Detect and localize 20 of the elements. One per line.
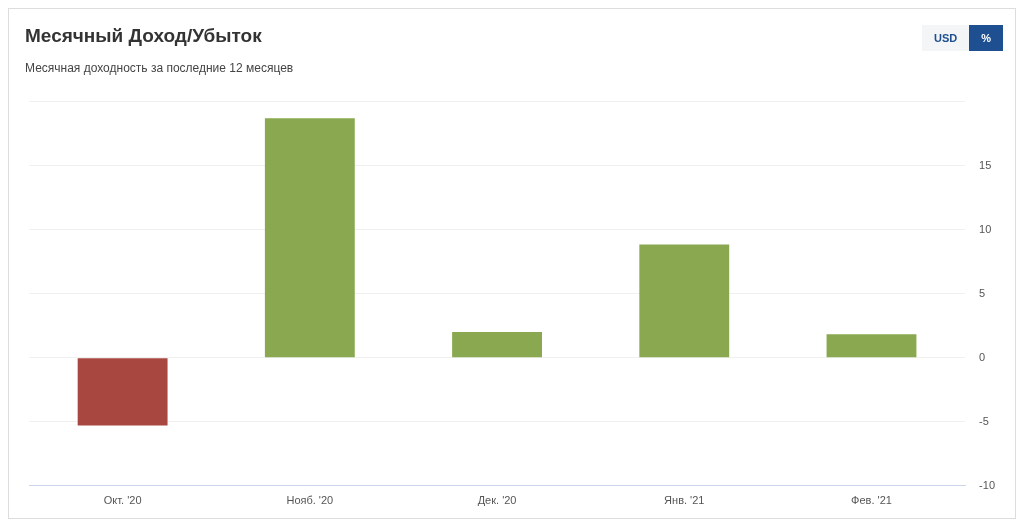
x-tick-label: Окт. '20	[103, 494, 142, 507]
chart-subtitle: Месячная доходность за последние 12 месяцев	[25, 61, 294, 75]
y-tick-label: -10	[979, 478, 996, 491]
x-tick-label: Нояб. '20	[286, 494, 334, 507]
y-tick-label: 15	[979, 158, 992, 171]
x-tick-label: Дек. '20	[477, 494, 517, 507]
bar	[452, 332, 542, 358]
bar	[826, 334, 917, 358]
y-tick-label: 10	[979, 222, 992, 235]
x-tick-label: Фев. '21	[851, 494, 892, 507]
y-tick-label: 5	[979, 286, 986, 299]
bar	[77, 358, 168, 426]
x-tick-label: Янв. '21	[664, 494, 705, 507]
chart-title: Месячный Доход/Убыток	[25, 25, 262, 47]
y-tick-label: -5	[979, 414, 989, 427]
text: USD	[921, 25, 970, 51]
text: %	[969, 25, 1003, 51]
y-tick-label: 0	[979, 350, 986, 363]
bar	[264, 118, 355, 358]
bar	[639, 244, 730, 358]
